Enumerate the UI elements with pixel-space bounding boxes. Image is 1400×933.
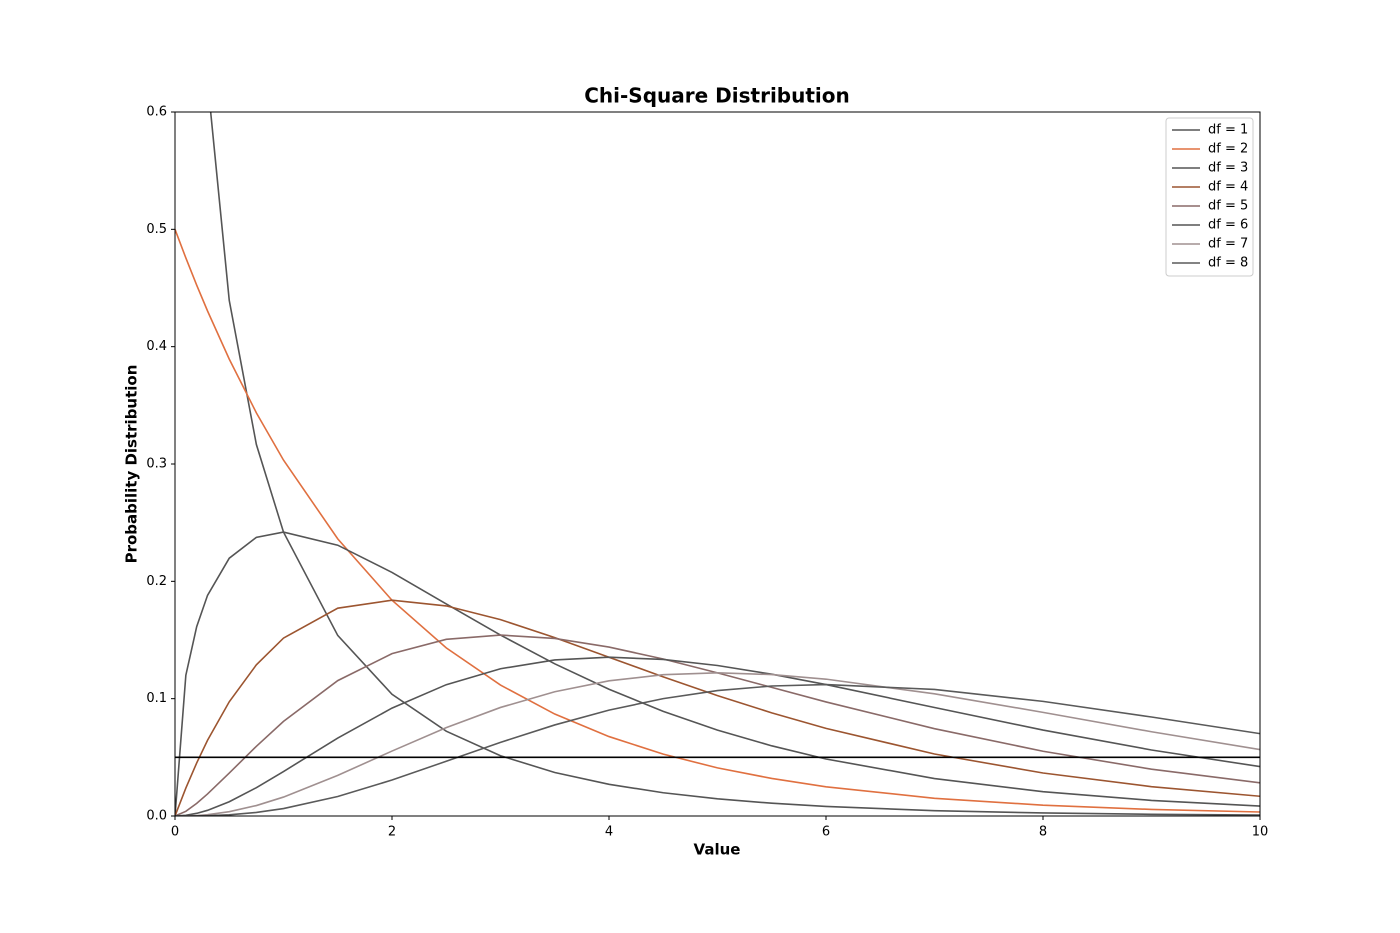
legend-label: df = 6 [1208, 218, 1248, 233]
x-tick-label: 10 [1252, 825, 1269, 840]
series-line [175, 229, 1260, 813]
x-axis-label: Value [694, 841, 741, 859]
y-axis-label: Probability Distribution [123, 365, 141, 564]
legend-label: df = 7 [1208, 237, 1248, 252]
series-line [209, 112, 1260, 816]
y-tick-label: 0.2 [146, 574, 167, 589]
legend-box [1165, 117, 1254, 277]
chart-title: Chi-Square Distribution [584, 84, 850, 108]
series-line [175, 531, 1260, 816]
y-tick-label: 0.4 [146, 339, 167, 354]
legend-label: df = 5 [1208, 199, 1248, 214]
series-line [175, 599, 1260, 816]
y-tick-label: 0.0 [146, 809, 167, 824]
y-tick-label: 0.1 [146, 691, 167, 706]
legend-label: df = 1 [1208, 123, 1248, 138]
y-tick-label: 0.5 [146, 222, 167, 237]
series-line [175, 672, 1260, 816]
legend-label: df = 2 [1208, 142, 1248, 157]
y-tick-label: 0.6 [146, 105, 167, 120]
series-line [175, 656, 1260, 816]
legend-label: df = 4 [1208, 180, 1248, 195]
plot-frame [174, 111, 1261, 817]
legend-label: df = 8 [1208, 256, 1248, 271]
series-line [175, 683, 1260, 816]
plot-area [175, 112, 1260, 816]
legend-label: df = 3 [1208, 161, 1248, 176]
y-tick-label: 0.3 [146, 457, 167, 472]
series-line [175, 634, 1260, 816]
x-tick-label: 8 [1039, 825, 1047, 840]
x-tick-label: 0 [171, 825, 179, 840]
x-tick-label: 6 [822, 825, 830, 840]
x-tick-label: 4 [605, 825, 613, 840]
x-tick-label: 2 [388, 825, 396, 840]
